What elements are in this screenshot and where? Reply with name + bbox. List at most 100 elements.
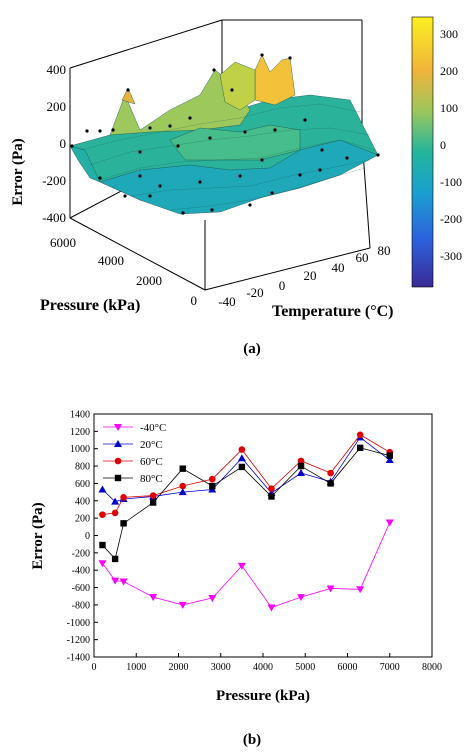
legend-marker	[114, 440, 122, 447]
y-tick-label: -400	[72, 566, 90, 577]
data-point	[179, 482, 187, 490]
y-tick-label: -1000	[67, 618, 90, 629]
colorbar-tick-label: -300	[440, 249, 462, 263]
z-tick-label: -400	[42, 210, 66, 225]
data-point	[326, 585, 335, 593]
y-tick-label: 1200	[70, 427, 90, 438]
data-point	[178, 601, 187, 609]
data-point	[268, 485, 275, 492]
legend-label: 80°C	[140, 473, 163, 485]
colorbar-tick-label: 200	[440, 64, 458, 78]
legend-marker	[114, 474, 122, 482]
data-point	[297, 594, 306, 602]
data-point	[356, 586, 365, 594]
data-point	[238, 446, 246, 453]
x-tick-label: 6000	[338, 662, 358, 673]
z-tick-label: 200	[47, 99, 67, 114]
y-tick-label: 1400	[70, 410, 90, 421]
series-line	[102, 447, 390, 560]
series-2	[99, 431, 394, 518]
y-axis-label: Error (Pa)	[30, 502, 46, 569]
x-tick-label: 2000	[169, 662, 189, 673]
data-point	[238, 463, 246, 471]
temperature-tick-label: 60	[356, 250, 369, 265]
data-point	[98, 485, 107, 493]
series-line	[102, 522, 391, 609]
series-3	[99, 444, 393, 563]
temperature-tick-label: -20	[246, 285, 263, 300]
legend: -40°C 20°C 60°C 80°C	[103, 422, 166, 485]
y-tick-label: -1200	[67, 635, 90, 646]
colorbar-tick-label: 100	[440, 101, 458, 115]
data-point	[297, 462, 305, 470]
colorbar-tick-label: -200	[440, 212, 462, 226]
panel-a: 400 200 0 -200 -400 Error (Pa) 6000 4000…	[10, 16, 462, 357]
temperature-tick-label: -40	[218, 294, 235, 309]
data-point	[327, 469, 334, 477]
pressure-axis-ticks: 6000 4000 2000 0	[50, 235, 197, 308]
x-tick-label: 4000	[253, 662, 273, 673]
temperature-tick-label: 0	[279, 278, 286, 293]
y-tick-label: -600	[72, 583, 90, 594]
pressure-tick-label: 4000	[98, 253, 124, 268]
x-axis-label: Pressure (kPa)	[216, 688, 310, 704]
data-point	[111, 577, 120, 585]
data-point	[119, 578, 128, 586]
x-tick-label: 7000	[380, 662, 400, 673]
x-tick-label: 0	[92, 662, 97, 673]
legend-label: -40°C	[140, 422, 166, 434]
data-point	[356, 444, 364, 452]
temperature-axis-label: Temperature (°C)	[272, 303, 393, 320]
panel-b: 1400120010008006004002000-200-400-600-80…	[30, 410, 442, 749]
colorbar-tick-label: 0	[440, 138, 446, 152]
x-tick-label: 1000	[126, 662, 146, 673]
y-tick-label: -800	[72, 600, 90, 611]
y-tick-label: 0	[85, 531, 90, 542]
y-tick-label: 800	[75, 462, 90, 473]
z-tick-label: 400	[47, 62, 67, 77]
caption-b: (b)	[243, 732, 261, 748]
data-point	[237, 562, 246, 570]
data-point	[120, 494, 127, 501]
colorbar-ticks: 300 200 100 0 -100 -200 -300	[440, 27, 462, 263]
x-tick-label: 8000	[422, 662, 442, 673]
caption-a: (a)	[243, 341, 261, 357]
data-point	[120, 520, 127, 527]
temperature-axis-ticks: -40 -20 0 20 40 60 80	[218, 243, 390, 309]
colorbar	[411, 16, 434, 288]
data-point	[209, 475, 216, 483]
data-point	[237, 454, 246, 462]
y-tick-label: -200	[72, 548, 90, 559]
colorbar-tick-label: -100	[440, 175, 462, 189]
legend-marker	[114, 457, 122, 465]
y-axis-ticks: 1400 1200 1000 800 600 400 200 0 -200 -400 -600 -80…	[67, 410, 98, 664]
y-tick-label: 400	[75, 496, 90, 507]
series-0	[98, 519, 394, 612]
x-tick-label: 3000	[211, 662, 231, 673]
data-point	[99, 511, 106, 518]
data-point	[209, 482, 216, 490]
data-point	[149, 492, 157, 499]
colorbar-tick-label: 300	[440, 27, 458, 41]
data-point	[111, 497, 120, 505]
temperature-tick-label: 20	[304, 268, 317, 283]
series-group	[98, 431, 394, 612]
data-point	[297, 469, 306, 477]
data-point	[111, 555, 119, 563]
data-point	[356, 431, 364, 439]
y-tick-label: 200	[75, 514, 90, 525]
x-tick-label: 5000	[295, 662, 315, 673]
data-point	[149, 594, 158, 602]
data-point	[179, 465, 186, 472]
data-point	[99, 541, 106, 549]
z-tick-label: 0	[60, 136, 67, 151]
legend-label: 60°C	[140, 456, 163, 468]
data-point	[297, 457, 305, 465]
temperature-tick-label: 40	[332, 260, 345, 275]
pressure-tick-label: 2000	[136, 273, 162, 288]
temperature-tick-label: 80	[378, 243, 391, 258]
surface-markers	[70, 53, 380, 215]
z-axis-ticks: 400 200 0 -200 -400	[42, 62, 66, 225]
surface-mesh	[79, 103, 376, 211]
